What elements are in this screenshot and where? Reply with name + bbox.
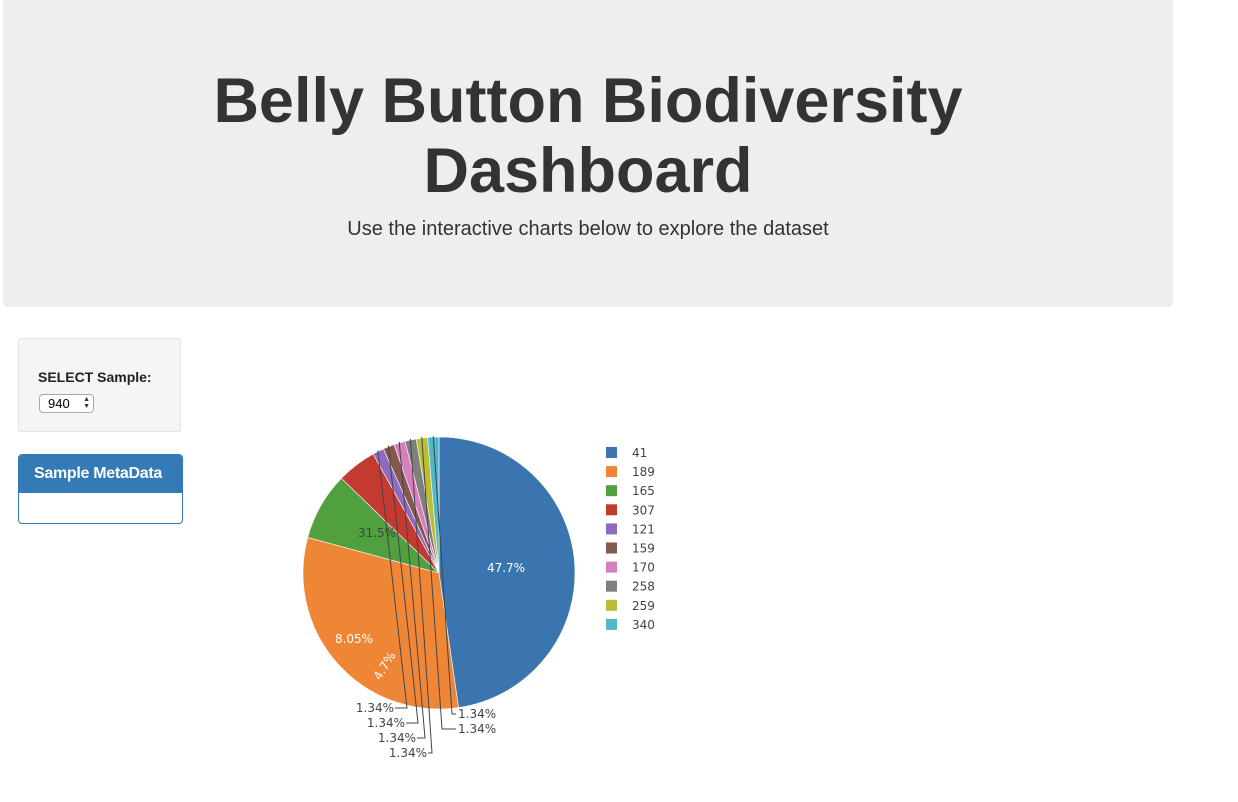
pie-label-170: 1.34% <box>378 731 416 745</box>
pie-label-165: 8.05% <box>335 632 373 646</box>
legend-label-307[interactable]: 307 <box>632 503 655 517</box>
sample-select-dropdown[interactable]: 940 ▲ ▼ <box>39 394 94 413</box>
page-title-line-1: Belly Button Biodiversity <box>213 66 963 136</box>
legend-label-159[interactable]: 159 <box>632 542 655 556</box>
legend-swatch-41[interactable] <box>606 447 617 458</box>
pie-leader-line-259 <box>421 437 456 730</box>
legend-swatch-159[interactable] <box>606 542 617 554</box>
page-title-line-2: Dashboard <box>423 136 753 206</box>
header-jumbotron: Belly Button Biodiversity Dashboard Use t… <box>3 0 1173 307</box>
pie-leader-line-170 <box>398 441 426 739</box>
legend-swatch-189[interactable] <box>606 466 617 478</box>
pie-leader-line-258 <box>409 438 433 754</box>
legend-swatch-121[interactable] <box>606 523 617 535</box>
pie-slice-41 <box>438 436 576 708</box>
pie-label-159: 1.34% <box>367 716 405 730</box>
sample-select-value: 940 <box>48 396 70 411</box>
legend-swatch-165[interactable] <box>606 485 617 497</box>
legend-label-259[interactable]: 259 <box>632 599 655 613</box>
legend-label-258[interactable]: 258 <box>632 580 655 594</box>
sample-metadata-heading: Sample MetaData <box>19 455 182 493</box>
pie-label-259: 1.34% <box>458 722 496 736</box>
legend-swatch-170[interactable] <box>606 561 617 573</box>
pie-leader-line-159 <box>387 445 419 724</box>
legend-label-189[interactable]: 189 <box>632 465 655 479</box>
pie-leader-line-340 <box>432 436 456 715</box>
legend-label-165[interactable]: 165 <box>632 484 655 498</box>
pie-label-189: 31.5% <box>358 526 396 540</box>
select-sample-label: SELECT Sample: <box>38 369 152 385</box>
legend-swatch-259[interactable] <box>606 599 617 611</box>
legend-label-170[interactable]: 170 <box>632 561 655 575</box>
legend-swatch-340[interactable] <box>606 618 617 630</box>
legend-label-41[interactable]: 41 <box>632 446 647 460</box>
sample-selector-well: SELECT Sample: 940 ▲ ▼ <box>18 338 181 432</box>
pie-label-41: 47.7% <box>487 561 525 575</box>
legend-label-121[interactable]: 121 <box>632 522 655 536</box>
legend-swatch-307[interactable] <box>606 504 617 516</box>
updown-arrows-icon: ▲ ▼ <box>83 396 90 410</box>
legend-label-340[interactable]: 340 <box>632 618 655 632</box>
page-title: Belly Button Biodiversity Dashboard <box>3 66 1173 206</box>
legend-swatch-258[interactable] <box>606 580 617 592</box>
pie-label-121: 1.34% <box>356 701 394 715</box>
sample-metadata-panel: Sample MetaData <box>18 454 183 524</box>
page-subtitle: Use the interactive charts below to expl… <box>347 218 829 240</box>
pie-label-258: 1.34% <box>389 746 427 760</box>
pie-label-340: 1.34% <box>458 707 496 721</box>
pie-leader-line-121 <box>377 450 408 709</box>
